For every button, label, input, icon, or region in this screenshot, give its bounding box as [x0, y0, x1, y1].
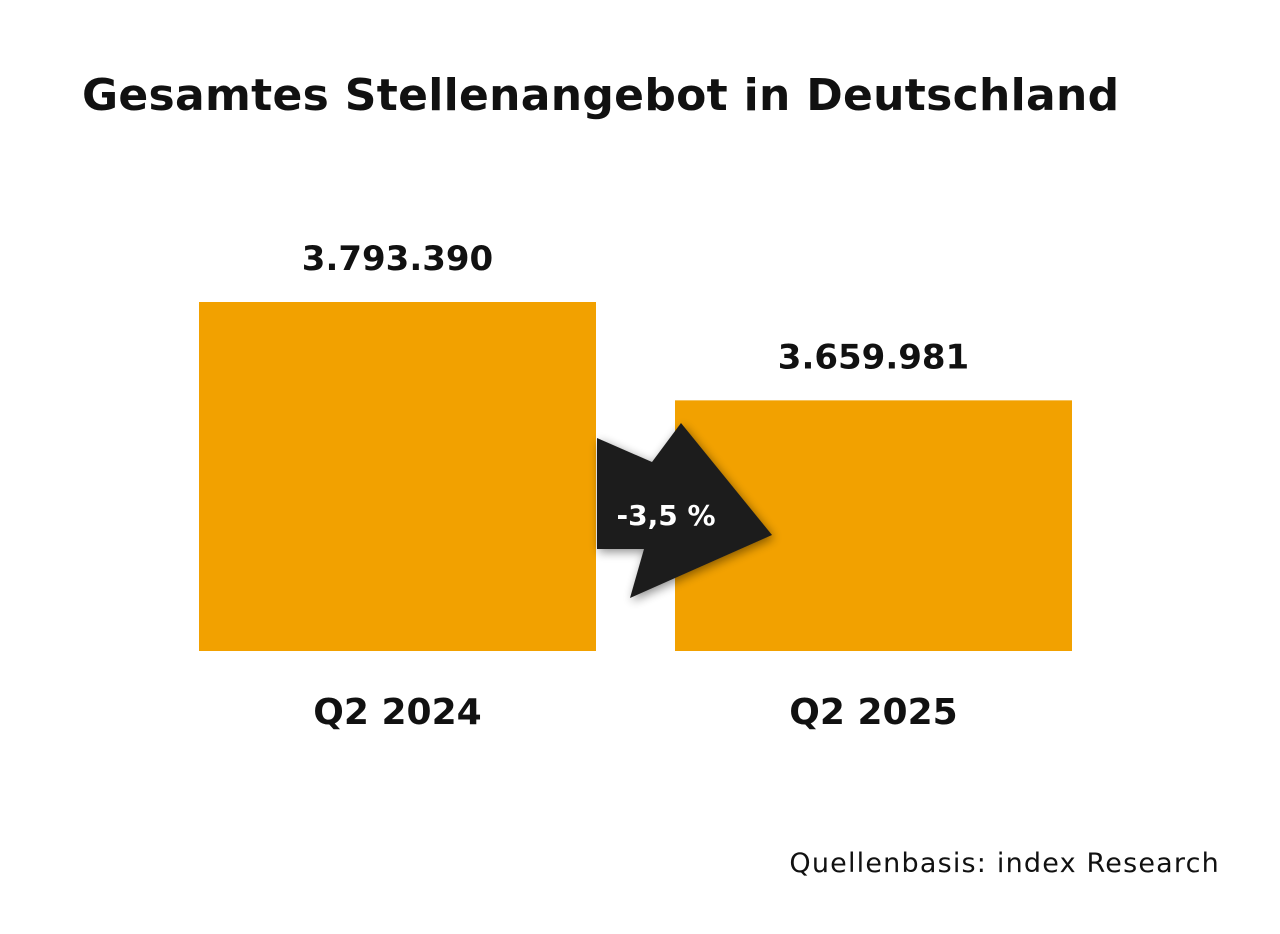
category-label-1: Q2 2025: [789, 692, 957, 733]
chart-title: Gesamtes Stellenangebot in Deutschland: [82, 70, 1120, 121]
value-label-1: 3.659.981: [778, 337, 969, 377]
source-note: Quellenbasis: index Research: [789, 848, 1220, 879]
value-label-0: 3.793.390: [302, 239, 493, 279]
change-percent-label: -3,5 %: [616, 499, 715, 532]
bar-q2-2024: [199, 302, 596, 651]
change-arrow-icon: [597, 423, 772, 598]
category-label-0: Q2 2024: [313, 692, 481, 733]
